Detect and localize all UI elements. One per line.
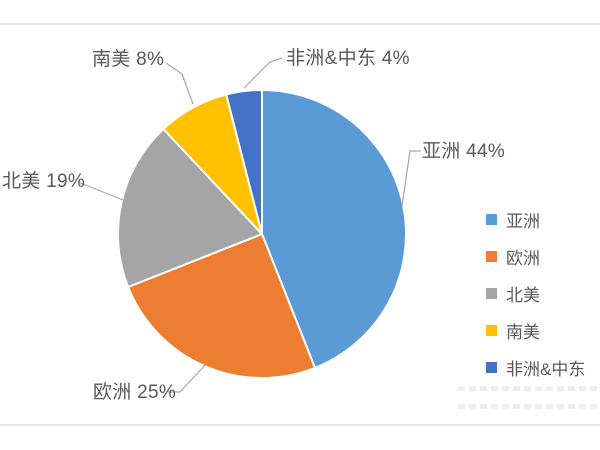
legend-label: 欧洲	[506, 249, 540, 268]
legend-item-europe: 欧洲	[486, 238, 585, 275]
callout-label-north-america: 北美 19%	[2, 171, 86, 192]
legend-label: 南美	[506, 323, 540, 342]
leader-line-south-america	[165, 62, 194, 105]
legend: 亚洲欧洲北美南美非洲&中东	[486, 201, 585, 386]
legend-label: 非洲&中东	[506, 360, 586, 379]
pie-slice-africa-middle-east	[225, 88, 263, 235]
legend-label: 亚洲	[506, 212, 540, 231]
watermark	[458, 386, 598, 391]
legend-item-africa-middle-east: 非洲&中东	[486, 349, 585, 386]
leader-line-africa-middle-east	[243, 57, 283, 89]
leader-line-north-america	[77, 181, 124, 201]
legend-swatch-icon	[486, 251, 497, 262]
legend-item-south-america: 南美	[486, 312, 585, 349]
callout-label-south-america: 南美 8%	[92, 49, 165, 70]
callout-label-europe: 欧洲 25%	[93, 382, 177, 403]
legend-swatch-icon	[486, 288, 497, 299]
top-divider	[0, 23, 600, 25]
pie-slices	[117, 88, 407, 379]
legend-label: 北美	[506, 286, 540, 305]
callout-label-asia: 亚洲 44%	[422, 141, 506, 162]
watermark	[458, 404, 598, 409]
legend-swatch-icon	[486, 325, 497, 336]
callout-label-africa-middle-east: 非洲&中东 4%	[286, 48, 410, 69]
bottom-divider	[0, 424, 600, 426]
pie-slice-asia	[261, 89, 407, 369]
legend-swatch-icon	[486, 362, 497, 373]
leader-line-asia	[401, 150, 421, 207]
legend-item-asia: 亚洲	[486, 201, 585, 238]
legend-item-north-america: 北美	[486, 275, 585, 312]
pie-slice-north-america	[117, 128, 263, 288]
legend-swatch-icon	[486, 214, 497, 225]
leader-line-europe	[168, 363, 207, 393]
